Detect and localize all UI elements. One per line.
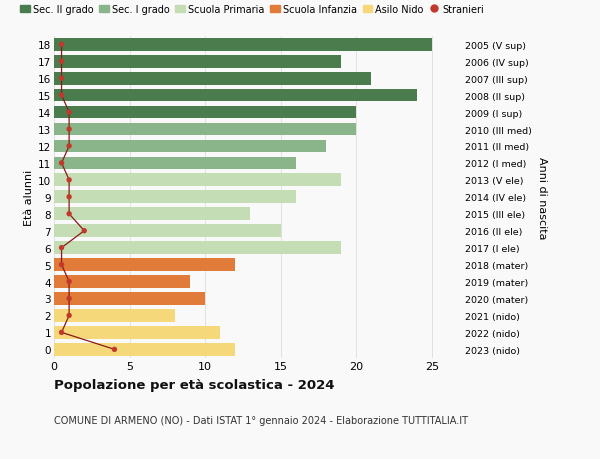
Point bbox=[64, 295, 74, 302]
Text: Popolazione per età scolastica - 2024: Popolazione per età scolastica - 2024 bbox=[54, 379, 335, 392]
Bar bbox=[54, 73, 371, 85]
Point bbox=[64, 177, 74, 184]
Point bbox=[57, 58, 67, 66]
Bar bbox=[54, 157, 296, 170]
Bar bbox=[54, 242, 341, 254]
Bar bbox=[54, 343, 235, 356]
Bar bbox=[54, 39, 432, 51]
Point bbox=[57, 160, 67, 167]
Point bbox=[57, 41, 67, 49]
Point bbox=[57, 75, 67, 83]
Point bbox=[57, 329, 67, 336]
Point bbox=[57, 261, 67, 269]
Legend: Sec. II grado, Sec. I grado, Scuola Primaria, Scuola Infanzia, Asilo Nido, Stran: Sec. II grado, Sec. I grado, Scuola Prim… bbox=[20, 5, 484, 15]
Bar bbox=[54, 90, 416, 102]
Point bbox=[64, 109, 74, 117]
Bar bbox=[54, 292, 205, 305]
Bar bbox=[54, 140, 326, 153]
Bar bbox=[54, 56, 341, 68]
Point bbox=[64, 194, 74, 201]
Point bbox=[110, 346, 119, 353]
Point bbox=[64, 143, 74, 150]
Bar bbox=[54, 191, 296, 204]
Bar bbox=[54, 123, 356, 136]
Bar bbox=[54, 106, 356, 119]
Bar bbox=[54, 225, 281, 237]
Point bbox=[57, 92, 67, 100]
Bar bbox=[54, 259, 235, 271]
Y-axis label: Età alunni: Età alunni bbox=[24, 169, 34, 225]
Point bbox=[64, 211, 74, 218]
Bar bbox=[54, 309, 175, 322]
Bar bbox=[54, 326, 220, 339]
Point bbox=[64, 126, 74, 134]
Bar bbox=[54, 174, 341, 187]
Bar bbox=[54, 275, 190, 288]
Point bbox=[64, 312, 74, 319]
Bar bbox=[54, 208, 250, 221]
Text: COMUNE DI ARMENO (NO) - Dati ISTAT 1° gennaio 2024 - Elaborazione TUTTITALIA.IT: COMUNE DI ARMENO (NO) - Dati ISTAT 1° ge… bbox=[54, 415, 468, 425]
Y-axis label: Anni di nascita: Anni di nascita bbox=[537, 156, 547, 239]
Point bbox=[79, 228, 89, 235]
Point bbox=[64, 278, 74, 285]
Point bbox=[57, 245, 67, 252]
